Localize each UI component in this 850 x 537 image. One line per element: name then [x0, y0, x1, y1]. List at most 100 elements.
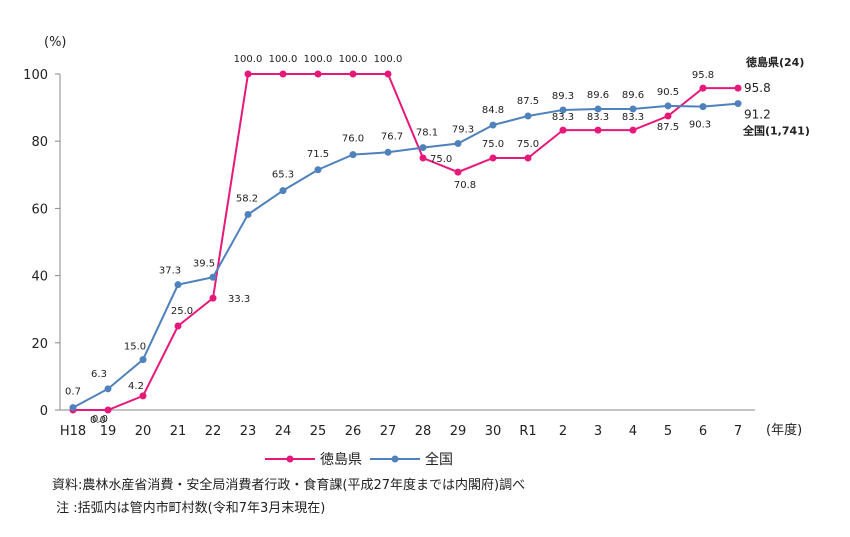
y-tick-label: 60 — [31, 202, 48, 217]
data-label: 33.3 — [228, 294, 250, 305]
data-label: 100.0 — [269, 54, 298, 65]
data-point — [629, 126, 637, 134]
x-tick-label: 19 — [100, 424, 117, 439]
data-point — [384, 70, 392, 78]
data-label: 90.5 — [657, 87, 679, 98]
data-label: 83.3 — [622, 112, 644, 123]
data-label: 100.0 — [374, 54, 403, 65]
x-tick-label: 27 — [380, 424, 397, 439]
data-point — [699, 103, 707, 111]
data-point — [174, 322, 182, 330]
legend-item-national: 全国 — [370, 451, 453, 468]
end-value-label: 95.8 — [744, 81, 771, 95]
data-label: 76.7 — [381, 131, 403, 142]
data-point — [699, 84, 707, 92]
series-line-1 — [72, 102, 739, 409]
end-labels-layer: 徳島県(24) 95.8 91.2 全国(1,741) — [742, 55, 810, 137]
data-point — [489, 154, 497, 162]
data-label: 83.3 — [587, 112, 609, 123]
x-tick-label: R1 — [519, 424, 536, 439]
series-layer — [69, 70, 742, 414]
data-label: 89.6 — [587, 90, 609, 101]
data-label: 58.2 — [236, 193, 258, 204]
data-point — [419, 154, 427, 162]
data-point — [734, 84, 742, 92]
data-point — [524, 154, 532, 162]
data-point — [664, 102, 672, 110]
x-tick-label: 30 — [485, 424, 502, 439]
data-point — [594, 126, 602, 134]
data-point — [349, 70, 357, 78]
data-point — [244, 70, 252, 78]
y-tick-label: 0 — [40, 404, 48, 419]
data-label: 75.0 — [430, 154, 452, 165]
data-label: 90.3 — [689, 120, 711, 131]
x-tick-label: 7 — [734, 424, 742, 439]
data-label: 65.3 — [272, 170, 294, 181]
data-label: 84.8 — [482, 105, 504, 116]
data-point — [419, 144, 427, 152]
y-tick-label: 100 — [23, 68, 48, 83]
y-tick-label: 80 — [31, 135, 48, 150]
data-label: 39.5 — [193, 258, 215, 269]
legend-item-tokushima: 徳島県 — [265, 452, 362, 468]
data-label: 75.0 — [517, 139, 539, 150]
data-point — [104, 406, 112, 414]
legend-label-tokushima: 徳島県 — [320, 452, 362, 468]
x-tick-label: 21 — [170, 424, 187, 439]
end-series-name: 徳島県(24) — [745, 55, 804, 69]
data-label: 100.0 — [339, 54, 368, 65]
x-tick-label: 23 — [240, 424, 257, 439]
data-label: 79.3 — [452, 125, 474, 136]
series-line-0 — [73, 73, 738, 411]
legend-marker-tokushima — [286, 455, 294, 463]
data-point — [244, 210, 252, 218]
x-unit-label: (年度) — [766, 422, 802, 438]
x-tick-label: 5 — [664, 424, 672, 439]
data-point — [559, 106, 567, 114]
x-tick-label: 2 — [559, 424, 567, 439]
data-point — [594, 105, 602, 113]
data-label: 0.7 — [65, 387, 81, 398]
data-label: 37.3 — [159, 266, 181, 277]
x-tick-label: 29 — [450, 424, 467, 439]
data-point — [524, 112, 532, 120]
x-tick-label: H18 — [60, 424, 86, 439]
y-tick-label: 20 — [31, 337, 48, 352]
x-tick-label: 25 — [310, 424, 327, 439]
data-point — [734, 100, 742, 108]
end-series-name: 全国(1,741) — [742, 124, 810, 138]
data-point — [104, 385, 112, 393]
footnote: 注 :括弧内は管内市町村数(令和7年3月末現在) — [52, 500, 325, 516]
data-label: 87.5 — [517, 96, 539, 107]
data-label: 87.5 — [657, 122, 679, 133]
data-point — [279, 70, 287, 78]
x-tick-label: 28 — [415, 424, 432, 439]
data-point — [664, 112, 672, 120]
x-tick-label: 22 — [205, 424, 222, 439]
data-point — [69, 404, 77, 412]
data-label: 25.0 — [171, 306, 193, 317]
data-point — [314, 70, 322, 78]
data-point — [139, 356, 147, 364]
data-label: 89.3 — [552, 91, 574, 102]
legend: 徳島県 全国 — [265, 451, 453, 468]
data-label: 0.0 — [90, 415, 106, 426]
data-label: 76.0 — [342, 134, 364, 145]
data-label: 83.3 — [552, 112, 574, 123]
data-point — [139, 392, 147, 400]
data-point — [314, 166, 322, 174]
x-tick-label: 4 — [629, 424, 637, 439]
data-point — [209, 273, 217, 281]
x-tick-label: 26 — [345, 424, 362, 439]
end-value-label: 91.2 — [744, 108, 771, 122]
x-tick-label: 20 — [135, 424, 152, 439]
data-point — [349, 151, 357, 159]
x-tick-label: 6 — [699, 424, 707, 439]
data-label: 100.0 — [234, 54, 263, 65]
data-label: 78.1 — [416, 128, 438, 139]
y-unit-label: (%) — [44, 35, 67, 50]
data-point — [559, 126, 567, 134]
legend-marker-national — [391, 455, 399, 463]
